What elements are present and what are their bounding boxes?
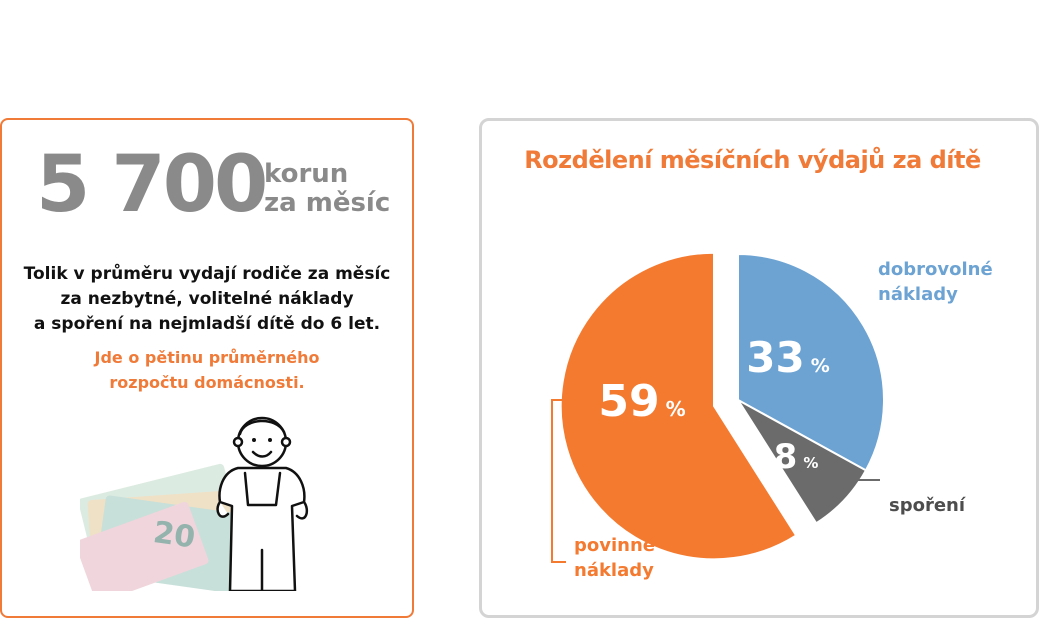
amount-unit-line1: korun bbox=[264, 159, 349, 189]
child-outline bbox=[216, 416, 309, 591]
amount-unit: korun za měsíc bbox=[264, 160, 404, 218]
summary-highlight: Jde o pětinu průměrného rozpočtu domácno… bbox=[40, 345, 374, 395]
slice-category-label: povinné bbox=[574, 535, 655, 556]
slice-category-label: náklady bbox=[574, 560, 654, 581]
slice-value-label: 8% bbox=[774, 437, 819, 477]
pie-chart: 33 % 8 % 59 % dobrovolné náklady spoření povinné n… bbox=[551, 251, 993, 581]
svg-text:20: 20 bbox=[151, 515, 197, 555]
slice-category-label: náklady bbox=[878, 284, 958, 305]
leader-line bbox=[819, 469, 880, 481]
description-line: za nezbytné, volitelné náklady bbox=[60, 289, 354, 309]
slice-category-label: spoření bbox=[889, 495, 966, 516]
monthly-amount: 5 700 bbox=[36, 140, 268, 230]
highlight-line: rozpočtu domácnosti. bbox=[109, 373, 305, 392]
slice-value-label: 59% bbox=[598, 376, 685, 427]
description-line: a spoření na nejmladší dítě do 6 let. bbox=[33, 314, 381, 334]
chart-title: Rozdělení měsíčních výdajů za dítě bbox=[524, 146, 981, 174]
slice-value-label: 33% bbox=[746, 333, 830, 382]
pie-slice bbox=[559, 251, 798, 561]
amount-unit-line2: za měsíc bbox=[264, 188, 391, 218]
pie-slice bbox=[737, 399, 868, 525]
summary-description: Tolik v průměru vydají rodiče za měsíc z… bbox=[20, 262, 394, 337]
leader-line bbox=[551, 399, 578, 563]
description-line: Tolik v průměru vydají rodiče za měsíc bbox=[23, 264, 391, 284]
highlight-line: Jde o pětinu průměrného bbox=[94, 348, 320, 367]
child-with-banknotes-illustration: 20 bbox=[80, 410, 320, 591]
slice-category-label: dobrovolné bbox=[878, 259, 993, 280]
pie-slice bbox=[737, 252, 885, 472]
